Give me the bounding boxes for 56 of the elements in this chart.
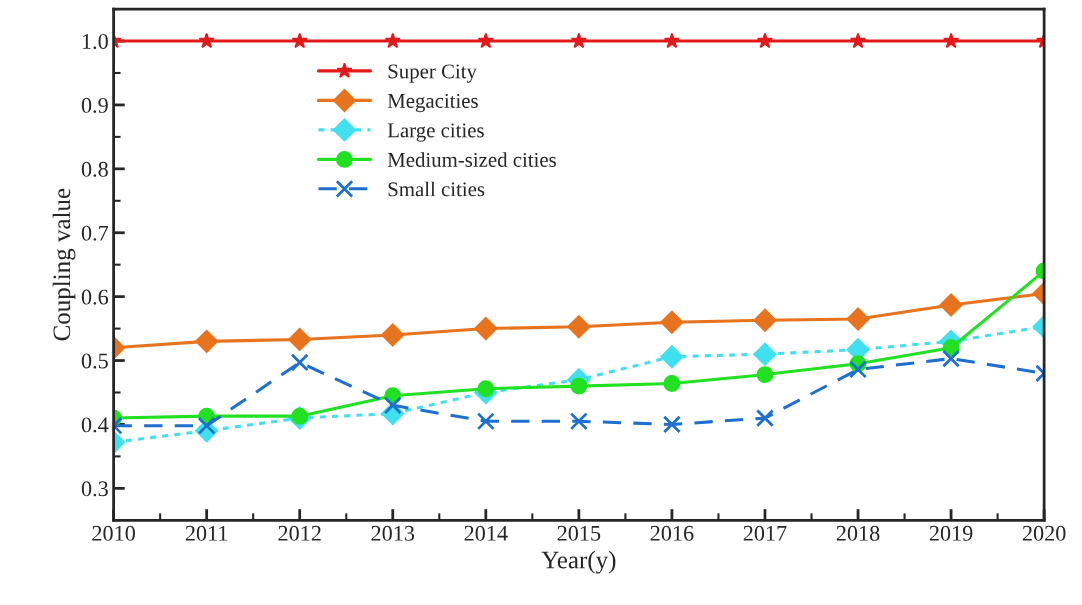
y-tick-label: 0.7 [81,225,109,241]
point [569,412,588,431]
point [753,308,777,332]
point [662,415,681,434]
legend-label: Large cities [387,123,484,142]
point [663,375,681,393]
x-tick-label: 2014 [464,525,508,541]
x-tick-label: 2010 [92,525,135,541]
point [291,32,308,49]
point [476,412,495,431]
y-tick-label: 0.9 [81,97,108,113]
point [846,307,870,331]
legend-label: Megacities [387,93,478,113]
point [942,32,960,49]
point [567,315,591,339]
y-tick-label: 1.0 [82,33,108,50]
x-tick-label: 2019 [929,525,973,541]
point [756,32,774,49]
point [755,409,774,428]
point [384,32,401,49]
x-tick-label: 2016 [650,525,694,541]
point [849,32,867,49]
point [381,323,405,347]
x-axis-title: Year(y) [541,550,616,574]
x-tick-label: 2015 [557,525,601,541]
legend-label: Small cities [388,181,485,197]
x-tick-label: 2013 [371,525,415,541]
y-tick-label: 0.6 [81,289,109,305]
point [290,353,309,372]
point [288,327,312,352]
legend-label: Super City [388,64,477,83]
point [942,349,961,368]
point [756,366,774,384]
point [753,342,777,366]
point [939,293,963,317]
point [474,316,498,341]
x-tick-label: 2017 [743,525,787,541]
point [660,345,684,369]
x-tick-label: 2020 [1022,525,1066,541]
point [660,310,684,334]
point [849,360,868,379]
point [570,377,588,395]
point [570,32,587,49]
legend-label: Medium-sized cities [387,152,556,167]
y-axis-title: Coupling value [52,188,76,341]
x-tick-label: 2012 [278,525,321,541]
point [477,32,494,49]
point [663,32,681,49]
x-tick-label: 2018 [836,525,880,541]
y-tick-label: 0.8 [81,161,108,177]
point [198,32,215,49]
y-tick-label: 0.4 [81,417,109,433]
point [195,329,219,354]
x-tick-label: 2011 [185,525,228,541]
y-tick-label: 0.5 [81,353,108,369]
y-tick-label: 0.3 [81,481,108,497]
